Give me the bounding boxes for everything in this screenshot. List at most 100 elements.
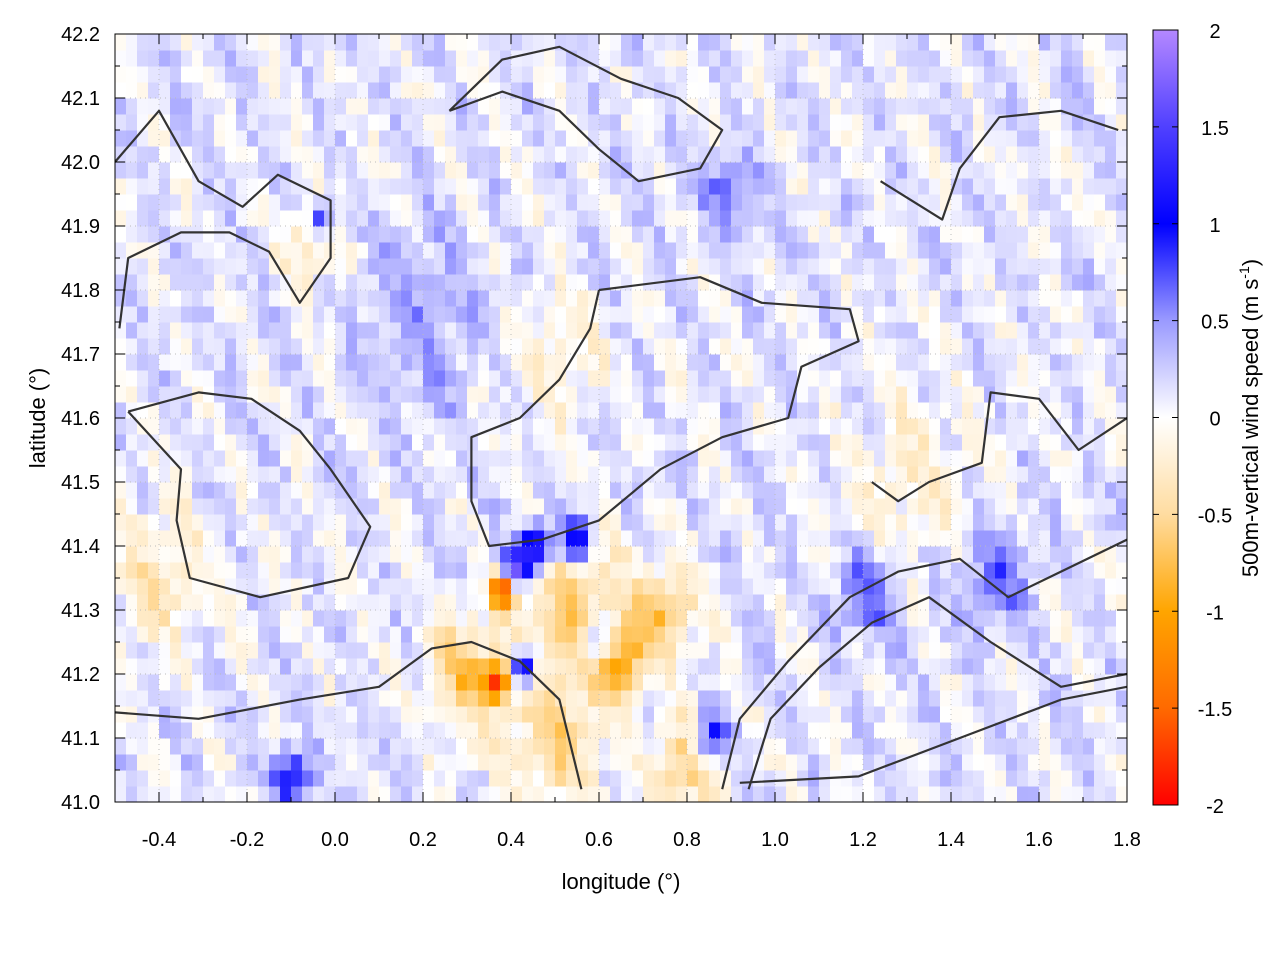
heatmap-cell — [214, 562, 226, 579]
heatmap-cell — [797, 338, 809, 355]
heatmap-cell — [1116, 82, 1127, 99]
heatmap-cell — [346, 514, 358, 531]
heatmap-cell — [401, 338, 413, 355]
colorbar-tick-label: 2 — [1209, 21, 1220, 43]
heatmap-cell — [544, 450, 556, 467]
heatmap-cell — [797, 546, 809, 563]
heatmap-cell — [1105, 642, 1117, 659]
heatmap-cell — [544, 690, 556, 707]
heatmap-cell — [731, 130, 743, 147]
heatmap-cell — [709, 722, 721, 739]
heatmap-cell — [907, 514, 919, 531]
heatmap-cell — [1039, 450, 1051, 467]
heatmap-cell — [731, 498, 743, 515]
heatmap-cell — [863, 738, 875, 755]
heatmap-cell — [412, 786, 424, 802]
heatmap-cell — [753, 530, 765, 547]
heatmap-cell — [918, 658, 930, 675]
heatmap-cell — [148, 642, 160, 659]
heatmap-cell — [1116, 130, 1127, 147]
heatmap-cell — [346, 578, 358, 595]
heatmap-cell — [170, 786, 182, 802]
heatmap-cell — [775, 450, 787, 467]
heatmap-cell — [918, 546, 930, 563]
heatmap-cell — [1105, 354, 1117, 371]
heatmap-cell — [1039, 754, 1051, 771]
heatmap-cell — [566, 690, 578, 707]
heatmap-cell — [511, 258, 523, 275]
heatmap-cell — [401, 674, 413, 691]
heatmap-cell — [896, 194, 908, 211]
heatmap-cell — [1006, 210, 1018, 227]
heatmap-cell — [236, 674, 248, 691]
heatmap-cell — [984, 578, 996, 595]
heatmap-cell — [797, 306, 809, 323]
heatmap-cell — [720, 498, 732, 515]
heatmap-cell — [544, 290, 556, 307]
heatmap-cell — [555, 770, 567, 787]
heatmap-cell — [192, 498, 204, 515]
heatmap-cell — [500, 162, 512, 179]
heatmap-cell — [962, 594, 974, 611]
heatmap-cell — [1039, 50, 1051, 67]
heatmap-cell — [874, 482, 886, 499]
heatmap-cell — [1039, 722, 1051, 739]
heatmap-cell — [940, 498, 952, 515]
heatmap-cell — [247, 738, 259, 755]
heatmap-cell — [181, 738, 193, 755]
heatmap-cell — [368, 594, 380, 611]
heatmap-cell — [1050, 274, 1062, 291]
heatmap-cell — [500, 434, 512, 451]
heatmap-cell — [203, 562, 215, 579]
heatmap-cell — [1050, 354, 1062, 371]
heatmap-cell — [742, 274, 754, 291]
heatmap-cell — [632, 434, 644, 451]
heatmap-cell — [522, 114, 534, 131]
heatmap-cell — [643, 402, 655, 419]
heatmap-cell — [555, 338, 567, 355]
heatmap-cell — [368, 178, 380, 195]
heatmap-cell — [511, 146, 523, 163]
heatmap-cell — [929, 386, 941, 403]
heatmap-cell — [269, 82, 281, 99]
heatmap-cell — [247, 786, 259, 802]
heatmap-cell — [962, 770, 974, 787]
heatmap-cell — [885, 578, 897, 595]
heatmap-cell — [1017, 178, 1029, 195]
heatmap-cell — [1061, 338, 1073, 355]
heatmap-cell — [566, 562, 578, 579]
heatmap-cell — [324, 274, 336, 291]
heatmap-cell — [313, 434, 325, 451]
heatmap-cell — [313, 178, 325, 195]
heatmap-cell — [346, 498, 358, 515]
heatmap-cell — [764, 274, 776, 291]
heatmap-cell — [687, 418, 699, 435]
heatmap-cell — [632, 178, 644, 195]
heatmap-cell — [203, 242, 215, 259]
heatmap-cell — [610, 258, 622, 275]
heatmap-cell — [698, 482, 710, 499]
heatmap-cell — [1083, 626, 1095, 643]
heatmap-cell — [412, 82, 424, 99]
heatmap-cell — [698, 242, 710, 259]
heatmap-cell — [1050, 786, 1062, 802]
heatmap-cell — [445, 130, 457, 147]
heatmap-cell — [170, 546, 182, 563]
heatmap-cell — [192, 626, 204, 643]
heatmap-cell — [192, 674, 204, 691]
heatmap-cell — [588, 114, 600, 131]
heatmap-cell — [698, 642, 710, 659]
heatmap-cell — [852, 322, 864, 339]
heatmap-cell — [610, 706, 622, 723]
heatmap-cell — [313, 642, 325, 659]
heatmap-cell — [192, 290, 204, 307]
heatmap-cell — [522, 738, 534, 755]
heatmap-cell — [929, 418, 941, 435]
heatmap-cell — [731, 626, 743, 643]
heatmap-cell — [874, 690, 886, 707]
heatmap-cell — [665, 290, 677, 307]
heatmap-cell — [203, 690, 215, 707]
heatmap-cell — [401, 210, 413, 227]
heatmap-cell — [489, 354, 501, 371]
heatmap-cell — [313, 674, 325, 691]
